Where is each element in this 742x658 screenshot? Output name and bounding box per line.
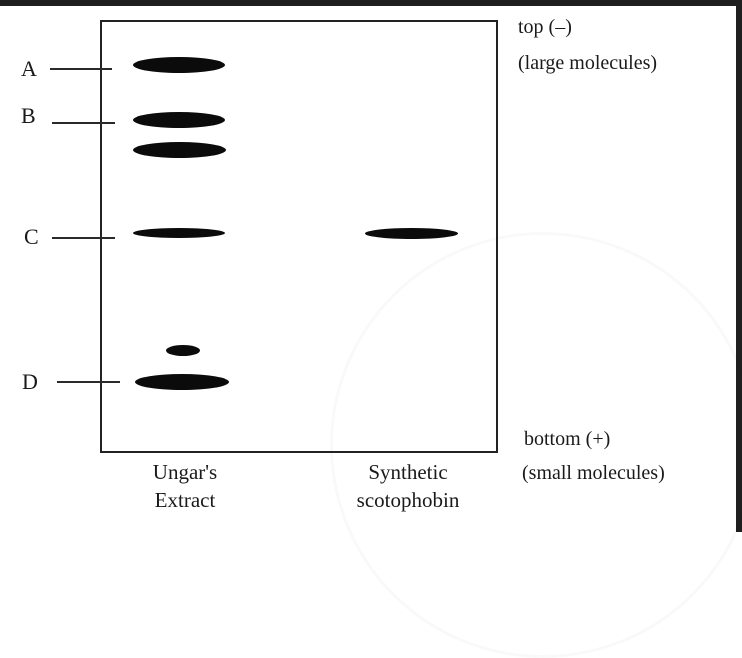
marker-a-label: A bbox=[21, 56, 37, 81]
marker-a-tick bbox=[50, 68, 112, 70]
bottom-note-line2: (small molecules) bbox=[522, 462, 665, 484]
top-note-line1: top (–) bbox=[518, 16, 572, 38]
lane-label-ungars-line2: Extract bbox=[154, 488, 216, 512]
marker-b-tick bbox=[52, 122, 115, 124]
band-ungar-b bbox=[133, 112, 225, 128]
band-ungar-b2 bbox=[133, 142, 226, 158]
right-frame-bar bbox=[736, 0, 742, 532]
band-ungar-d-upper bbox=[166, 345, 200, 356]
lane-label-synthetic-line2: scotophobin bbox=[356, 488, 460, 512]
marker-d-tick bbox=[57, 381, 120, 383]
lane-label-synthetic-line1: Synthetic bbox=[368, 460, 448, 484]
band-synthetic-c bbox=[365, 228, 458, 239]
gel-frame bbox=[100, 20, 498, 453]
marker-c-tick bbox=[52, 237, 115, 239]
lane-label-ungars-extract: Ungar's Extract bbox=[95, 458, 275, 514]
band-ungar-d bbox=[135, 374, 229, 390]
marker-d-label: D bbox=[22, 369, 38, 394]
lane-label-ungars-line1: Ungar's bbox=[152, 460, 218, 484]
marker-c-label: C bbox=[24, 224, 39, 249]
band-ungar-c bbox=[133, 228, 225, 238]
marker-b-label: B bbox=[21, 103, 36, 128]
top-frame-bar bbox=[0, 0, 742, 6]
band-ungar-a bbox=[133, 57, 225, 73]
bottom-note-line1: bottom (+) bbox=[524, 428, 611, 450]
top-note-line2: (large molecules) bbox=[518, 52, 658, 74]
lane-label-synthetic-scotophobin: Synthetic scotophobin bbox=[318, 458, 498, 514]
